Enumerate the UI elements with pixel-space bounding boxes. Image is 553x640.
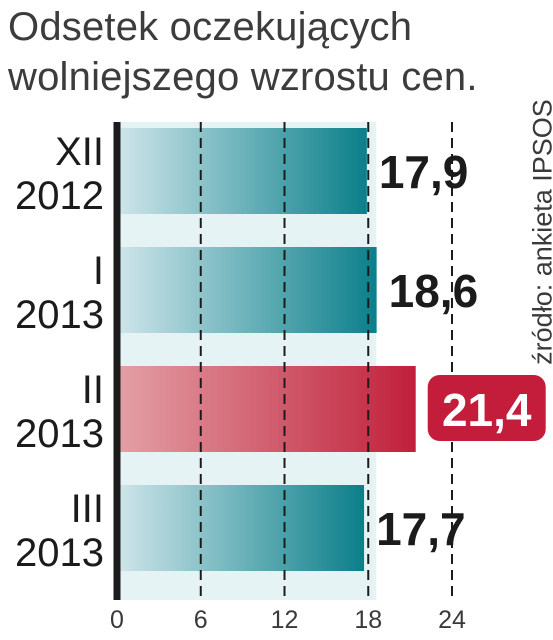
category-label-3-line-1: III bbox=[71, 487, 104, 531]
category-label-1-line-1: I bbox=[93, 249, 104, 293]
category-label-0-line-1: XII bbox=[55, 130, 104, 174]
chart-title: Odsetek oczekujących wolniejszego wzrost… bbox=[8, 2, 478, 102]
category-label-2-line-1: II bbox=[82, 368, 104, 412]
category-label-0-line-2: 2012 bbox=[15, 174, 104, 218]
title-line-2: wolniejszego wzrostu cen. bbox=[8, 55, 478, 99]
x-tick-label-18: 18 bbox=[354, 606, 382, 634]
bar-1 bbox=[117, 247, 377, 333]
x-tick-label-24: 24 bbox=[438, 606, 466, 634]
highlight-value-badge bbox=[427, 375, 546, 441]
value-label-1: 18,6 bbox=[389, 265, 479, 317]
x-tick-label-6: 6 bbox=[194, 606, 208, 634]
category-label-3-line-2: 2013 bbox=[15, 531, 104, 575]
bar-0 bbox=[117, 128, 367, 214]
x-tick-label-12: 12 bbox=[271, 606, 299, 634]
bar-3 bbox=[117, 485, 365, 571]
value-label-2: 21,4 bbox=[442, 384, 532, 436]
value-label-0: 17,9 bbox=[379, 146, 469, 198]
bar-2 bbox=[117, 366, 416, 452]
category-label-2-line-2: 2013 bbox=[15, 412, 104, 456]
x-tick-label-0: 0 bbox=[110, 606, 124, 634]
category-label-1-line-2: 2013 bbox=[15, 293, 104, 337]
title-line-1: Odsetek oczekujących bbox=[8, 5, 413, 49]
value-label-3: 17,7 bbox=[376, 503, 466, 555]
